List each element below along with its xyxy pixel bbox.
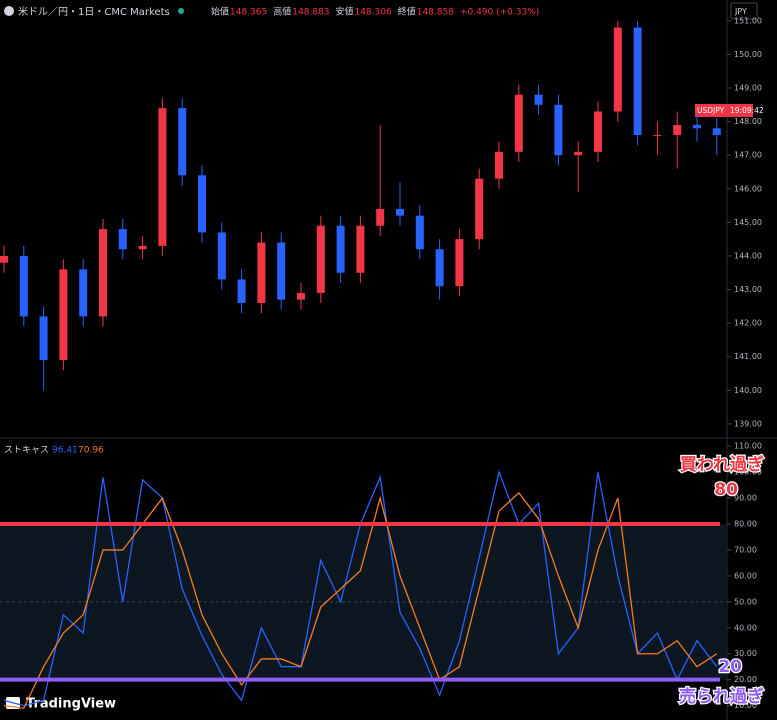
y-tick-label: 20.00 bbox=[734, 675, 757, 684]
band-value: 20 bbox=[718, 657, 742, 677]
ohlc-label: 安値 bbox=[335, 6, 353, 18]
candle-body bbox=[633, 27, 642, 136]
y-tick-label: 90.00 bbox=[734, 494, 757, 503]
y-tick-label: 149.00 bbox=[734, 83, 762, 92]
ohlc-label: 始値 bbox=[211, 6, 229, 18]
band-label: 売られ過ぎ bbox=[679, 686, 764, 707]
y-tick-label: 150.00 bbox=[734, 50, 762, 59]
ohlc-label: 終値 bbox=[398, 6, 416, 18]
y-tick-label: 10.00 bbox=[734, 701, 757, 710]
candle-body bbox=[574, 151, 583, 156]
candle-body bbox=[316, 225, 325, 293]
candle-body bbox=[435, 249, 444, 287]
y-tick-label: 143.00 bbox=[734, 285, 762, 294]
stoch-line bbox=[3, 491, 718, 709]
price-tag bbox=[695, 104, 753, 117]
candle-body bbox=[653, 135, 662, 137]
band-value: 80 bbox=[714, 480, 738, 500]
candle-body bbox=[19, 255, 28, 317]
y-tick-label: 100.00 bbox=[734, 468, 762, 477]
y-tick-label: 140.00 bbox=[734, 386, 762, 395]
candle-body bbox=[118, 229, 127, 250]
candle-body bbox=[356, 225, 365, 273]
candle-body bbox=[178, 108, 187, 176]
candle-body bbox=[39, 316, 48, 361]
candle-body bbox=[415, 215, 424, 250]
candle-body bbox=[79, 269, 88, 317]
y-tick-label: 142.00 bbox=[734, 319, 762, 328]
candle-body bbox=[613, 27, 622, 112]
indicator-title: ストキャス bbox=[4, 446, 49, 456]
currency: JPY bbox=[734, 7, 747, 16]
candle-body bbox=[297, 292, 305, 300]
candle-body bbox=[376, 208, 385, 226]
logo: TradingView bbox=[26, 697, 116, 712]
y-tick-label: 146.00 bbox=[734, 184, 762, 193]
candle-body bbox=[277, 242, 286, 300]
y-tick-label: 147.00 bbox=[734, 151, 762, 160]
price-tag-time: 19:09:42 bbox=[730, 106, 764, 115]
ohlc-label: 高値 bbox=[273, 6, 291, 18]
candle-body bbox=[712, 128, 721, 136]
candle-body bbox=[257, 242, 266, 303]
candle-body bbox=[534, 94, 543, 105]
candle-body bbox=[495, 151, 503, 179]
y-tick-label: 151.00 bbox=[734, 16, 762, 25]
candle-body bbox=[475, 178, 484, 240]
candle-body bbox=[673, 124, 682, 136]
candle-body bbox=[59, 269, 68, 361]
y-tick-label: 50.00 bbox=[734, 597, 757, 606]
y-tick-label: 60.00 bbox=[734, 571, 757, 580]
y-tick-label: 141.00 bbox=[734, 352, 762, 361]
candle-body bbox=[693, 124, 701, 129]
y-tick-label: 80.00 bbox=[734, 520, 757, 529]
change: +0.490 (+0.33%) bbox=[460, 8, 539, 18]
y-tick-label: 144.00 bbox=[734, 251, 762, 260]
k-value: 96.41 bbox=[52, 446, 78, 456]
band-label: 買われ過ぎ bbox=[680, 454, 764, 475]
candle-body bbox=[594, 111, 602, 152]
candle-body bbox=[138, 245, 147, 250]
y-tick-label: 139.00 bbox=[734, 419, 762, 428]
status-dot bbox=[178, 8, 184, 14]
y-tick-label: 70.00 bbox=[734, 545, 757, 554]
symbol-title: 米ドル／円・1日・CMC Markets bbox=[18, 5, 170, 18]
ohlc-value: 148.306 bbox=[354, 8, 391, 18]
candle-body bbox=[237, 279, 246, 303]
y-tick-label: 30.00 bbox=[734, 649, 757, 658]
symbol-icon bbox=[4, 6, 14, 16]
y-tick-label: 145.00 bbox=[734, 218, 762, 227]
candle-body bbox=[396, 208, 404, 216]
candle-body bbox=[0, 255, 8, 263]
candle-body bbox=[198, 175, 206, 233]
candle-body bbox=[99, 229, 107, 317]
y-tick-label: 148.00 bbox=[734, 117, 762, 126]
price-tag-symbol: USDJPY bbox=[697, 106, 725, 115]
candle-body bbox=[455, 239, 464, 287]
candle-body bbox=[158, 108, 167, 246]
candle-body bbox=[336, 225, 345, 273]
ohlc-value: 148.883 bbox=[292, 8, 329, 18]
candle-body bbox=[514, 94, 523, 152]
y-tick-label: 110.00 bbox=[734, 442, 762, 451]
candle-body bbox=[217, 232, 226, 280]
ohlc-value: 148.365 bbox=[230, 8, 267, 18]
d-value: 70.96 bbox=[78, 446, 104, 456]
ohlc-value: 148.858 bbox=[417, 8, 454, 18]
currency-box bbox=[730, 2, 758, 20]
candle-body bbox=[554, 104, 563, 156]
y-tick-label: 40.00 bbox=[734, 623, 757, 632]
